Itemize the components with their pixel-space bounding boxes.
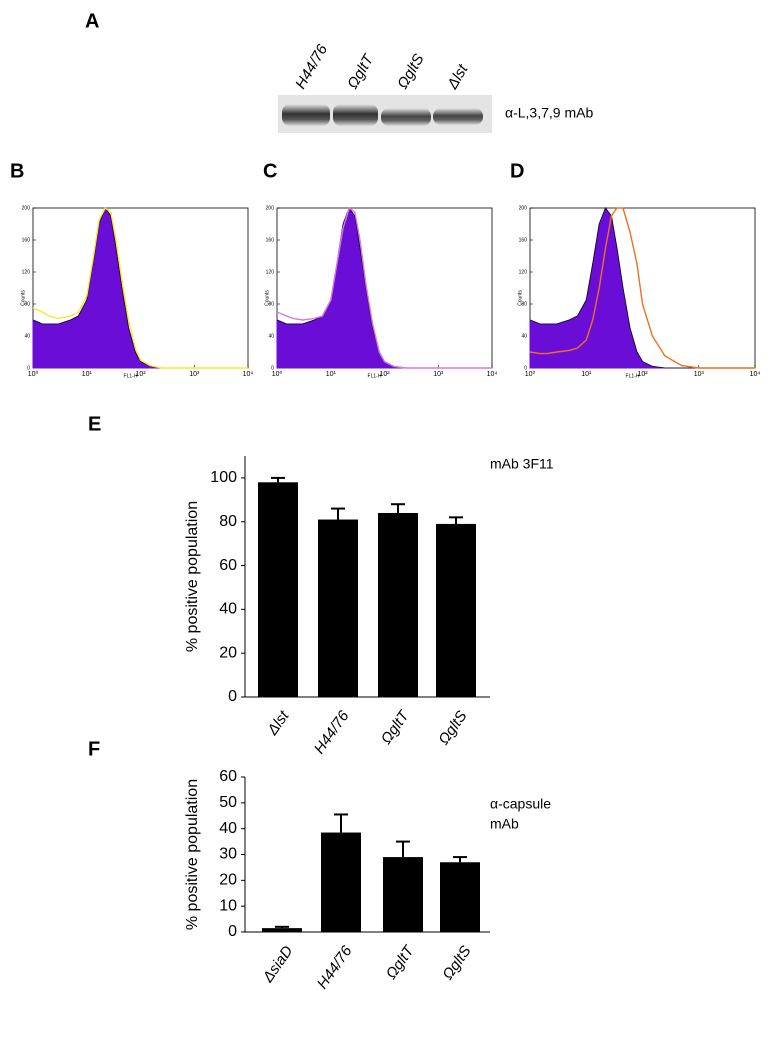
x-tick-label: ΩgltT: [378, 706, 414, 747]
y-tick-label: 80: [24, 301, 30, 307]
x-tick-label: Δlst: [264, 707, 293, 739]
y-tick-label: 160: [519, 237, 528, 243]
bar: [321, 832, 361, 932]
y-tick-label: 60: [219, 768, 237, 785]
y-tick-label: 120: [266, 269, 275, 275]
lane-label: Δlst: [444, 61, 472, 93]
panel-letter: E: [88, 413, 101, 435]
y-tick-label: 120: [22, 269, 31, 275]
y-tick-label: 100: [210, 469, 237, 486]
x-tick-label: ΩgltT: [383, 941, 419, 982]
y-tick-label: 20: [219, 644, 237, 661]
x-axis-label: FL1-H: [368, 373, 382, 379]
lane-label: ΩgltT: [344, 50, 378, 92]
blot-band: [333, 104, 378, 126]
x-tick-label: H44/76: [314, 942, 356, 992]
x-tick-label: 10²: [135, 371, 146, 378]
x-axis-label: FL1-H: [124, 373, 138, 379]
bar: [262, 928, 302, 932]
x-tick-label: 10⁰: [525, 370, 536, 378]
y-axis-label: % positive population: [184, 779, 201, 930]
x-tick-label: 10¹: [326, 371, 337, 378]
lane-label: H44/76: [292, 41, 331, 92]
bar: [378, 512, 418, 697]
x-tick-label: 10²: [637, 371, 648, 378]
x-tick-label: 10³: [694, 371, 705, 378]
y-axis-label: Counts: [517, 290, 523, 306]
panel-letter: C: [263, 160, 277, 182]
y-tick-label: 200: [266, 205, 275, 211]
histogram-area: [32, 206, 248, 369]
x-tick-label: 10⁰: [28, 370, 39, 378]
panel-letter: B: [10, 160, 24, 182]
y-tick-label: 40: [521, 333, 527, 339]
y-tick-label: 10: [219, 897, 237, 914]
bar: [440, 862, 480, 932]
y-tick-label: 0: [228, 688, 237, 705]
panel-letter: D: [510, 160, 524, 182]
y-tick-label: 0: [271, 365, 274, 371]
blot-annotation: α-L,3,7,9 mAb: [505, 105, 593, 121]
panel-letter: A: [85, 10, 99, 32]
y-tick-label: 30: [219, 846, 237, 863]
y-axis-label: Counts: [20, 290, 26, 306]
x-tick-label: 10⁴: [487, 371, 498, 378]
y-tick-label: 0: [524, 365, 527, 371]
y-tick-label: 120: [519, 269, 528, 275]
y-tick-label: 80: [268, 301, 274, 307]
x-tick-label: 10⁴: [750, 371, 761, 378]
y-tick-label: 0: [228, 923, 237, 940]
lane-label: ΩgltS: [394, 51, 427, 92]
x-tick-label: ΔsiaD: [259, 943, 297, 987]
bar: [258, 482, 298, 697]
histogram-line: [276, 206, 492, 369]
y-tick-label: 20: [219, 872, 237, 889]
y-tick-label: 60: [219, 557, 237, 574]
x-tick-label: 10¹: [581, 371, 592, 378]
x-tick-label: 10³: [189, 371, 200, 378]
y-tick-label: 50: [219, 794, 237, 811]
x-tick-label: 10³: [433, 371, 444, 378]
x-tick-label: 10⁴: [243, 371, 254, 378]
histogram-line: [529, 207, 755, 369]
x-tick-label: 10²: [379, 371, 390, 378]
bar: [383, 857, 423, 932]
x-tick-label: ΩgltS: [435, 708, 470, 748]
x-tick-label: ΩgltS: [439, 943, 474, 983]
y-axis-label: Counts: [264, 290, 270, 306]
histogram-line: [32, 206, 248, 369]
y-tick-label: 80: [219, 513, 237, 530]
y-tick-label: 160: [22, 237, 31, 243]
x-tick-label: H44/76: [311, 707, 353, 757]
blot-band: [282, 104, 330, 126]
y-tick-label: 160: [266, 237, 275, 243]
y-tick-label: 40: [219, 820, 237, 837]
y-tick-label: 0: [27, 365, 30, 371]
bar: [436, 523, 476, 697]
y-tick-label: 40: [24, 333, 30, 339]
y-tick-label: 200: [519, 205, 528, 211]
y-tick-label: 40: [219, 601, 237, 618]
annotation: α-capsule: [490, 796, 551, 812]
y-tick-label: 200: [22, 205, 31, 211]
x-tick-label: 10⁰: [272, 370, 283, 378]
annotation: mAb 3F11: [490, 456, 554, 472]
panel-letter: F: [88, 738, 100, 760]
blot-band: [381, 108, 431, 126]
histogram-area: [276, 206, 492, 369]
annotation: mAb: [490, 816, 519, 832]
y-tick-label: 40: [268, 333, 274, 339]
x-tick-label: 10¹: [82, 371, 93, 378]
x-axis-label: FL1-H: [626, 373, 640, 379]
histogram-area: [529, 206, 755, 369]
bar: [318, 519, 358, 697]
y-tick-label: 80: [521, 301, 527, 307]
blot-band: [433, 108, 483, 125]
y-axis-label: % positive population: [184, 501, 201, 652]
